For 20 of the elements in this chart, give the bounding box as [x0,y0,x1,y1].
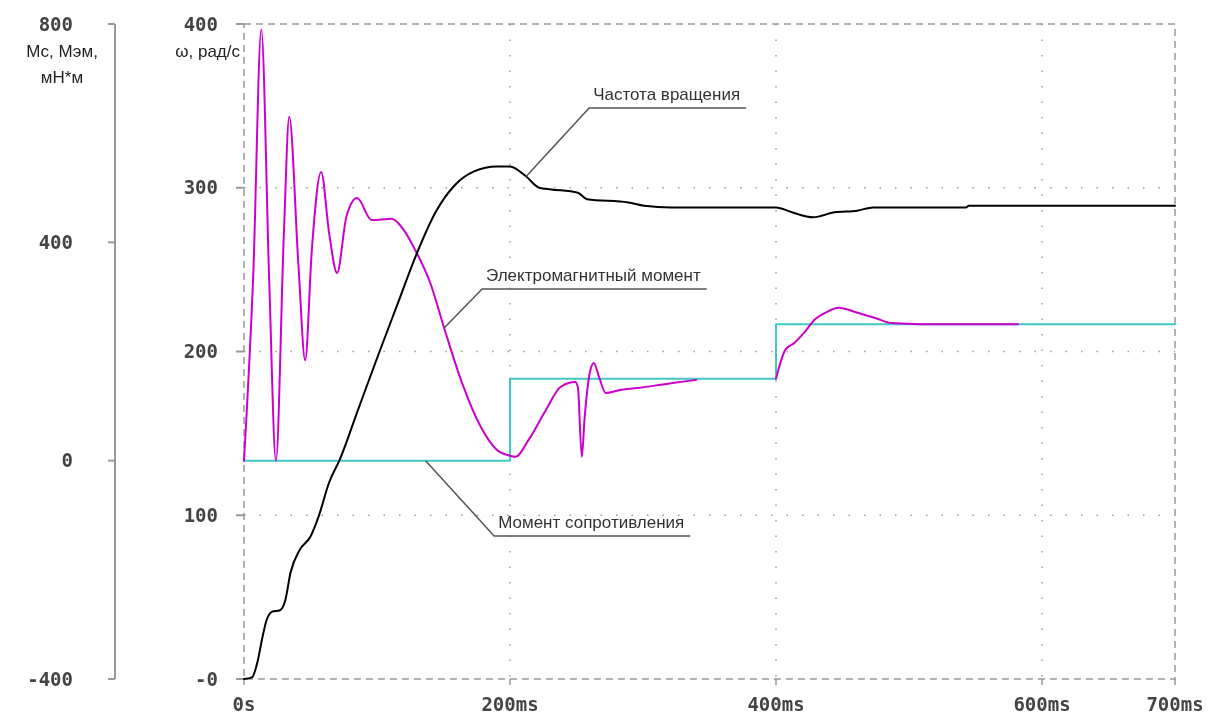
x-tick-label: 400ms [747,693,805,715]
y-axis-title: Мс, Мэм, мН*м [26,42,98,87]
y2-tick-label: 400 [183,12,218,35]
y2-tick-label: 300 [183,176,218,199]
text: Момент сопротивления [498,513,685,532]
x-tick-label: 200ms [481,693,539,715]
text: Электромагнитный момент [486,266,701,285]
y2-tick-label: -0 [195,667,218,690]
y-tick-label: -400 [27,667,73,690]
x-tick-label: 0s [232,693,256,715]
y-tick-label: 800 [38,12,73,35]
x-tick-label: 600ms [1013,693,1071,715]
line-series [243,165,1176,680]
y2-axis-title: ω, рад/с [175,42,241,61]
x-tick-label: 700ms [1146,693,1204,715]
y2-tick-label: 200 [183,340,218,363]
y-tick-label: 0 [61,449,73,472]
y-tick-label: 400 [38,230,73,253]
y2-tick-label: 100 [183,503,218,526]
text: Частота вращения [593,85,741,104]
